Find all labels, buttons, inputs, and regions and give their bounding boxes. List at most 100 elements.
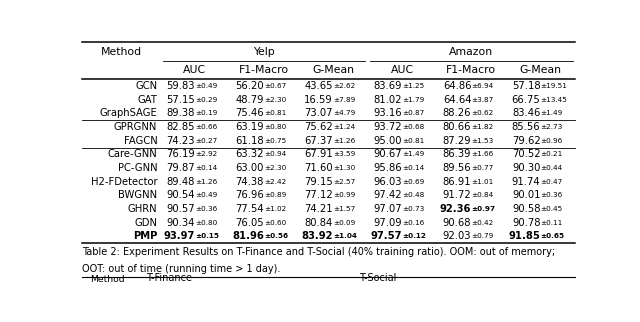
Text: 83.92: 83.92 xyxy=(301,232,333,242)
Text: 77.54: 77.54 xyxy=(236,204,264,214)
Text: 75.46: 75.46 xyxy=(236,109,264,118)
Text: ±1.30: ±1.30 xyxy=(333,165,355,171)
Text: 83.46: 83.46 xyxy=(512,109,540,118)
Text: ±2.92: ±2.92 xyxy=(195,151,217,157)
Text: 79.15: 79.15 xyxy=(305,177,333,187)
Text: ±0.42: ±0.42 xyxy=(471,220,493,226)
Text: ±0.44: ±0.44 xyxy=(540,165,563,171)
Text: Amazon: Amazon xyxy=(449,47,493,57)
Text: ±0.67: ±0.67 xyxy=(264,83,286,89)
Text: 97.09: 97.09 xyxy=(374,218,402,228)
Text: 91.85: 91.85 xyxy=(509,232,540,242)
Text: 75.62: 75.62 xyxy=(305,122,333,132)
Text: 91.72: 91.72 xyxy=(443,190,471,200)
Text: 74.21: 74.21 xyxy=(305,204,333,214)
Text: 82.85: 82.85 xyxy=(166,122,195,132)
Text: 89.48: 89.48 xyxy=(166,177,195,187)
Text: 93.16: 93.16 xyxy=(374,109,402,118)
Text: 90.68: 90.68 xyxy=(443,218,471,228)
Text: ±2.30: ±2.30 xyxy=(264,97,286,103)
Text: 64.64: 64.64 xyxy=(443,95,471,105)
Text: ±2.73: ±2.73 xyxy=(540,124,563,130)
Text: ±1.53: ±1.53 xyxy=(471,138,493,144)
Text: 91.74: 91.74 xyxy=(512,177,540,187)
Text: ±1.02: ±1.02 xyxy=(264,206,286,212)
Text: ±0.69: ±0.69 xyxy=(402,179,424,185)
Text: ±0.19: ±0.19 xyxy=(195,110,217,117)
Text: ±1.79: ±1.79 xyxy=(402,97,424,103)
Text: GHRN: GHRN xyxy=(128,204,157,214)
Text: 48.79: 48.79 xyxy=(236,95,264,105)
Text: ±0.15: ±0.15 xyxy=(195,233,219,239)
Text: ±0.47: ±0.47 xyxy=(540,179,563,185)
Text: 76.05: 76.05 xyxy=(236,218,264,228)
Text: GDN: GDN xyxy=(134,218,157,228)
Text: ±1.01: ±1.01 xyxy=(471,179,493,185)
Text: ±1.04: ±1.04 xyxy=(333,233,357,239)
Text: ±1.82: ±1.82 xyxy=(471,124,493,130)
Text: ±0.62: ±0.62 xyxy=(471,110,493,117)
Text: 79.87: 79.87 xyxy=(166,163,195,173)
Text: 86.39: 86.39 xyxy=(443,149,471,159)
Text: ±0.81: ±0.81 xyxy=(264,110,286,117)
Text: 63.19: 63.19 xyxy=(236,122,264,132)
Text: ±0.11: ±0.11 xyxy=(540,220,563,226)
Text: 90.57: 90.57 xyxy=(166,204,195,214)
Text: ±0.73: ±0.73 xyxy=(402,206,424,212)
Text: 90.78: 90.78 xyxy=(512,218,540,228)
Text: ±0.12: ±0.12 xyxy=(402,233,426,239)
Text: 64.86: 64.86 xyxy=(443,81,471,91)
Text: 16.59: 16.59 xyxy=(305,95,333,105)
Text: 71.60: 71.60 xyxy=(305,163,333,173)
Text: ±0.14: ±0.14 xyxy=(195,165,217,171)
Text: OOT: out of time (running time > 1 day).: OOT: out of time (running time > 1 day). xyxy=(83,264,281,274)
Text: GraphSAGE: GraphSAGE xyxy=(100,109,157,118)
Text: 67.91: 67.91 xyxy=(305,149,333,159)
Text: ±0.65: ±0.65 xyxy=(540,233,564,239)
Text: 97.57: 97.57 xyxy=(371,232,402,242)
Text: ±3.59: ±3.59 xyxy=(333,151,355,157)
Text: 59.83: 59.83 xyxy=(166,81,195,91)
Text: ±0.36: ±0.36 xyxy=(540,192,563,198)
Text: ±0.45: ±0.45 xyxy=(540,206,563,212)
Text: 97.42: 97.42 xyxy=(374,190,402,200)
Text: 67.37: 67.37 xyxy=(305,136,333,146)
Text: ±0.79: ±0.79 xyxy=(471,233,493,239)
Text: Method: Method xyxy=(101,47,142,57)
Text: ±0.68: ±0.68 xyxy=(402,124,424,130)
Text: ±0.49: ±0.49 xyxy=(195,83,217,89)
Text: 74.23: 74.23 xyxy=(166,136,195,146)
Text: ±1.49: ±1.49 xyxy=(402,151,424,157)
Text: 95.00: 95.00 xyxy=(374,136,402,146)
Text: ±0.99: ±0.99 xyxy=(333,192,355,198)
Text: 81.96: 81.96 xyxy=(232,232,264,242)
Text: 90.01: 90.01 xyxy=(512,190,540,200)
Text: 79.62: 79.62 xyxy=(512,136,540,146)
Text: 70.52: 70.52 xyxy=(512,149,540,159)
Text: ±0.48: ±0.48 xyxy=(402,192,424,198)
Text: ±1.57: ±1.57 xyxy=(333,206,355,212)
Text: F1-Macro: F1-Macro xyxy=(239,65,289,75)
Text: 90.34: 90.34 xyxy=(166,218,195,228)
Text: ±3.87: ±3.87 xyxy=(471,97,493,103)
Text: ±0.66: ±0.66 xyxy=(195,124,217,130)
Text: 88.26: 88.26 xyxy=(443,109,471,118)
Text: ±2.30: ±2.30 xyxy=(264,165,286,171)
Text: 77.12: 77.12 xyxy=(305,190,333,200)
Text: ±0.80: ±0.80 xyxy=(195,220,217,226)
Text: ±0.49: ±0.49 xyxy=(195,192,217,198)
Text: BWGNN: BWGNN xyxy=(118,190,157,200)
Text: 90.30: 90.30 xyxy=(512,163,540,173)
Text: ±0.87: ±0.87 xyxy=(402,110,424,117)
Text: Yelp: Yelp xyxy=(253,47,275,57)
Text: 66.75: 66.75 xyxy=(512,95,540,105)
Text: 80.84: 80.84 xyxy=(305,218,333,228)
Text: 90.67: 90.67 xyxy=(374,149,402,159)
Text: 92.36: 92.36 xyxy=(440,204,471,214)
Text: ±0.89: ±0.89 xyxy=(264,192,286,198)
Text: ±1.49: ±1.49 xyxy=(540,110,563,117)
Text: 95.86: 95.86 xyxy=(374,163,402,173)
Text: AUC: AUC xyxy=(183,65,207,75)
Text: ±0.84: ±0.84 xyxy=(471,192,493,198)
Text: 56.20: 56.20 xyxy=(236,81,264,91)
